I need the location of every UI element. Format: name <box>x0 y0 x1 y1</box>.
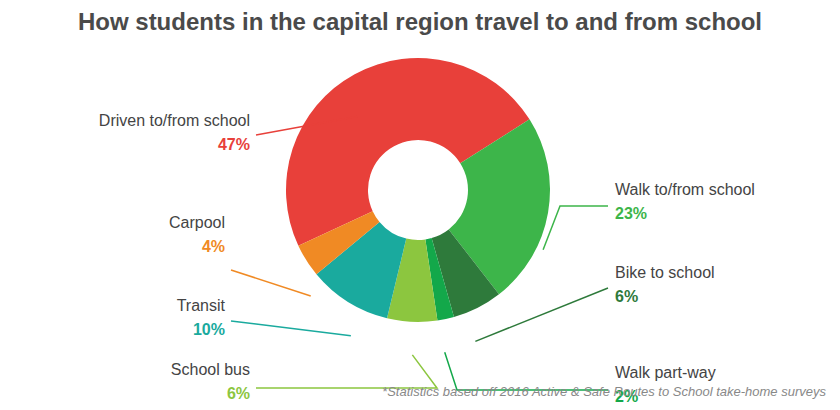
svg-text:Transit: Transit <box>177 297 226 314</box>
html-text:How students in the capital re: How students in the capital region trave… <box>78 8 762 35</box>
svg-text:6%: 6% <box>227 385 250 402</box>
svg-text:Driven to/from school: Driven to/from school <box>99 112 250 129</box>
svg-text:47%: 47% <box>218 136 250 153</box>
svg-text:6%: 6% <box>615 288 638 305</box>
svg-text:Bike to school: Bike to school <box>615 264 715 281</box>
svg-text:23%: 23% <box>615 205 647 222</box>
svg-text:4%: 4% <box>202 238 225 255</box>
svg-text:Carpool: Carpool <box>169 214 225 231</box>
svg-text:Walk part-way: Walk part-way <box>615 364 716 381</box>
svg-text:Walk to/from school: Walk to/from school <box>615 181 755 198</box>
svg-text:School bus: School bus <box>171 361 250 378</box>
html-text:*Statistics based off 2016 Act: *Statistics based off 2016 Active & Safe… <box>382 384 826 399</box>
svg-text:10%: 10% <box>193 321 225 338</box>
